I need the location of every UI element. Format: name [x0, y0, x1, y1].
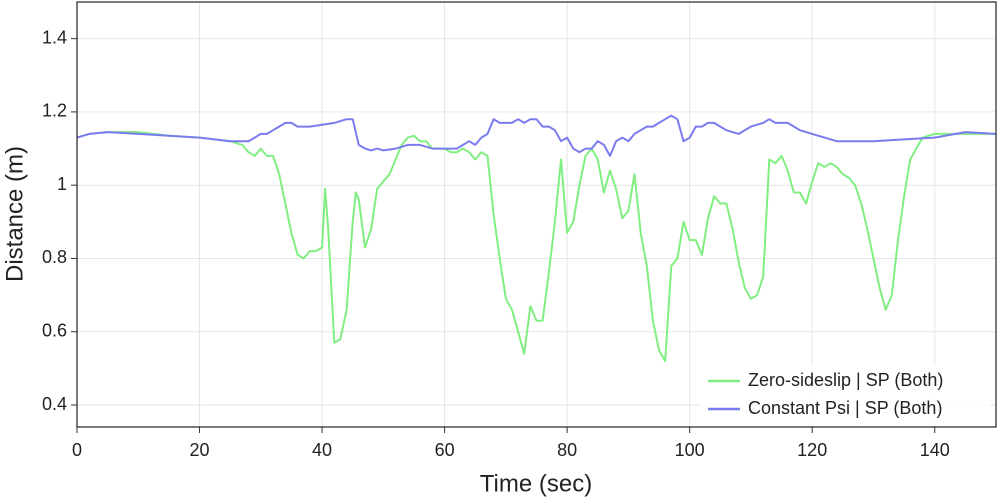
x-axis-title: Time (sec)	[480, 470, 592, 497]
x-tick-label: 20	[190, 440, 210, 460]
x-tick-label: 0	[72, 440, 82, 460]
plot-frame	[76, 1, 997, 428]
x-tick-label: 140	[920, 440, 950, 460]
y-tick-label: 1.4	[42, 27, 67, 47]
data-line	[76, 114, 997, 157]
x-tick-label: 60	[435, 440, 455, 460]
legend-label: Zero-sideslip | SP (Both)	[748, 370, 943, 390]
y-tick-label: 1	[57, 174, 67, 194]
legend-label: Constant Psi | SP (Both)	[748, 398, 942, 418]
y-tick-label: 1.2	[42, 101, 67, 121]
x-tick-label: 100	[675, 440, 705, 460]
x-tick-label: 120	[797, 440, 827, 460]
x-tick-label: 80	[557, 440, 577, 460]
y-tick-label: 0.6	[42, 320, 67, 340]
y-tick-label: 0.4	[42, 394, 67, 414]
legend-box	[700, 365, 990, 425]
data-line	[76, 131, 996, 363]
x-tick-label: 40	[312, 440, 332, 460]
y-tick-label: 0.8	[42, 247, 67, 267]
y-axis-title: Distance (m)	[1, 146, 28, 282]
